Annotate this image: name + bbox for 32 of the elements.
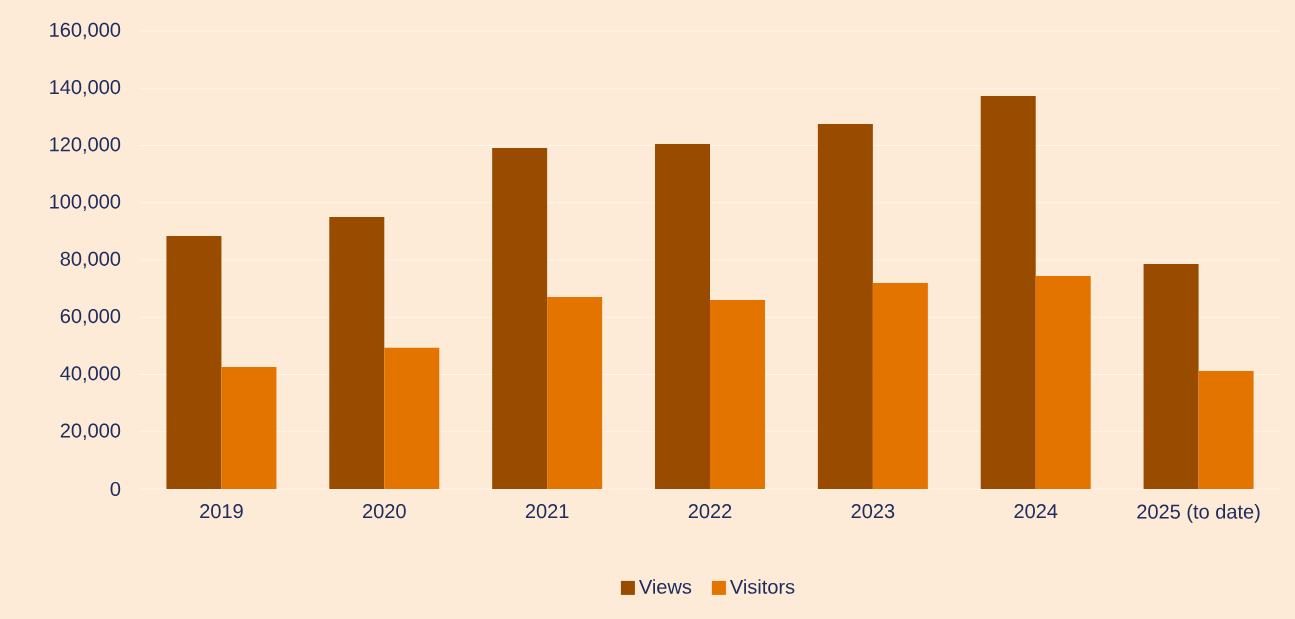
bar bbox=[166, 235, 222, 489]
y-tick-label: 40,000 bbox=[60, 366, 121, 383]
y-tick-label: 100,000 bbox=[50, 194, 121, 212]
x-tick-label: 2023 bbox=[851, 504, 895, 519]
bar bbox=[329, 217, 385, 489]
legend-label: Visitors bbox=[729, 579, 795, 594]
x-tick-label: 2021 bbox=[525, 504, 569, 519]
bar bbox=[710, 300, 766, 489]
y-tick-label: 20,000 bbox=[60, 423, 121, 441]
y-tick-label: 80,000 bbox=[60, 251, 121, 269]
legend-label: Views bbox=[639, 579, 692, 594]
x-tick-label: 2024 bbox=[1014, 504, 1058, 519]
y-tick-label: 120,000 bbox=[50, 137, 121, 154]
x-tick-label: 2025 (to date) bbox=[1137, 504, 1260, 523]
bar bbox=[547, 296, 603, 489]
x-tick-label: 2020 bbox=[363, 504, 406, 519]
y-tick-label: 140,000 bbox=[50, 79, 121, 97]
y-tick-label: 60,000 bbox=[60, 308, 121, 326]
bar bbox=[980, 95, 1036, 489]
bar bbox=[384, 347, 440, 489]
y-tick-label: 0 bbox=[110, 481, 121, 497]
bar bbox=[817, 124, 873, 489]
y-tick-label: 160,000 bbox=[50, 22, 121, 40]
x-tick-label: 2019 bbox=[200, 504, 243, 519]
bar bbox=[1035, 276, 1091, 489]
bar bbox=[872, 282, 928, 489]
bar bbox=[655, 144, 710, 489]
bar bbox=[221, 367, 277, 489]
bar bbox=[492, 148, 548, 489]
bar bbox=[1198, 371, 1254, 489]
x-tick-label: 2022 bbox=[688, 504, 732, 519]
bar bbox=[1143, 263, 1199, 489]
